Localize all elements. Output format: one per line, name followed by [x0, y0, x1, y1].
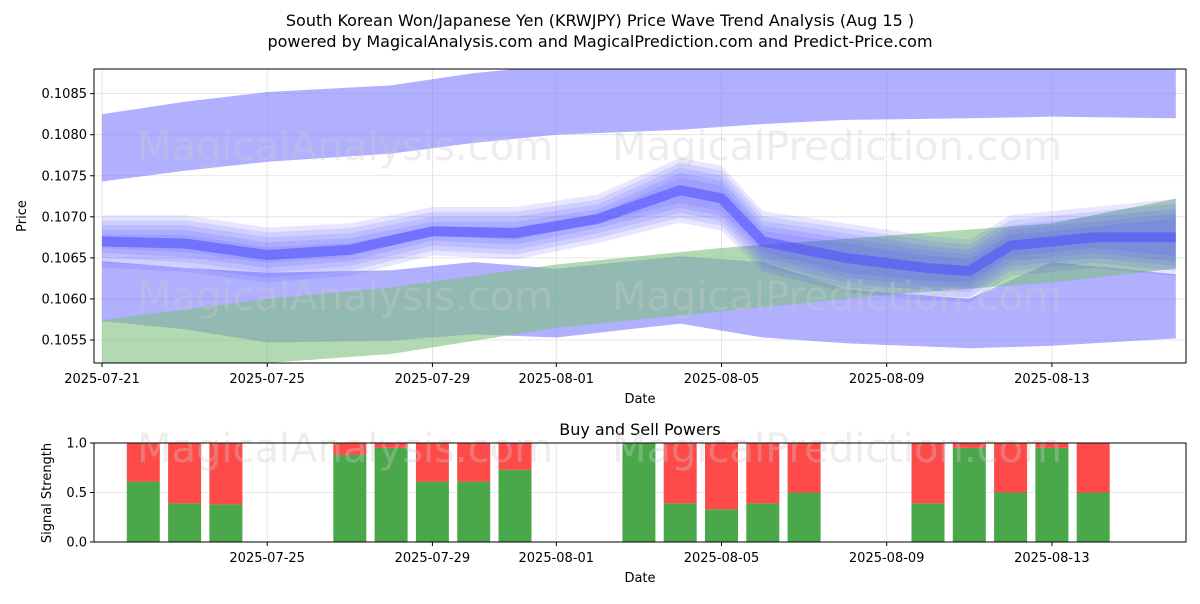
sell-bar	[415, 443, 449, 482]
signal-panel: Buy and Sell Powers MagicalAnalysis.com M…	[40, 420, 1187, 586]
buy-bar	[126, 481, 160, 542]
sell-bar	[126, 443, 160, 482]
sell-bar	[1035, 443, 1069, 448]
sell-bar	[209, 443, 243, 505]
price-x-tick-label: 2025-07-29	[395, 372, 471, 387]
price-x-tick-label: 2025-08-05	[684, 372, 760, 387]
watermark: MagicalPrediction.com	[612, 426, 1062, 472]
sell-bar	[705, 443, 738, 510]
buy-bar	[457, 481, 491, 542]
buy-bar	[374, 447, 408, 542]
chart-title: South Korean Won/Japanese Yen (KRWJPY) P…	[286, 11, 914, 30]
buy-bar	[415, 481, 449, 542]
price-band-green	[102, 198, 1176, 363]
signal-y-tick-label: 0.0	[66, 536, 87, 551]
buy-bar	[333, 454, 367, 542]
signal-x-tick-label: 2025-08-09	[849, 551, 925, 566]
signal-y-tick-label: 0.5	[66, 486, 87, 501]
price-wave-strand	[102, 177, 1176, 303]
buy-bar	[911, 503, 945, 542]
buy-bar	[994, 492, 1028, 542]
price-x-axis-label: Date	[624, 392, 655, 407]
sell-bar	[374, 443, 408, 448]
signal-y-tick-label: 1.0	[66, 437, 87, 452]
price-y-tick-label: 0.1085	[42, 87, 88, 102]
watermark: MagicalAnalysis.com	[137, 124, 553, 170]
signal-x-tick-label: 2025-08-13	[1014, 551, 1090, 566]
buy-bar	[209, 504, 243, 542]
sell-bar	[746, 443, 780, 504]
price-wave-strand	[102, 157, 1176, 283]
price-y-tick-label: 0.1070	[42, 210, 88, 225]
buy-bar	[705, 509, 738, 542]
buy-bar	[1076, 492, 1110, 542]
buy-bar	[1035, 447, 1069, 542]
signal-x-tick-label: 2025-07-29	[395, 551, 471, 566]
price-panel: MagicalAnalysis.com MagicalPrediction.com…	[15, 68, 1187, 407]
sell-bar	[168, 443, 202, 504]
price-y-axis-label: Price	[15, 200, 30, 232]
buy-bar	[746, 503, 780, 542]
signal-title: Buy and Sell Powers	[559, 420, 721, 439]
buy-bar	[952, 447, 986, 542]
price-wave-core	[101, 185, 1176, 276]
price-plot-frame	[93, 68, 1187, 364]
watermark: MagicalAnalysis.com	[137, 274, 553, 320]
sell-bar	[911, 443, 945, 504]
watermark: MagicalPrediction.com	[612, 124, 1062, 170]
buy-bar	[787, 492, 821, 542]
signal-x-tick-label: 2025-07-25	[229, 551, 305, 566]
price-y-tick-label: 0.1075	[42, 169, 88, 184]
sell-bar	[457, 443, 491, 482]
price-y-tick-label: 0.1060	[42, 292, 88, 307]
sell-bar	[787, 443, 821, 493]
chart-subtitle: powered by MagicalAnalysis.com and Magic…	[267, 32, 932, 51]
watermark: MagicalPrediction.com	[612, 274, 1062, 320]
sell-bar	[498, 443, 532, 470]
buy-bar	[498, 469, 532, 542]
price-band-blue	[102, 69, 1176, 182]
sell-bar	[952, 443, 986, 448]
watermark: MagicalAnalysis.com	[137, 426, 553, 472]
price-y-tick-label: 0.1065	[42, 251, 88, 266]
signal-x-tick-label: 2025-08-05	[684, 551, 760, 566]
price-x-tick-label: 2025-08-01	[519, 372, 595, 387]
signal-y-axis-label: Signal Strength	[40, 443, 55, 543]
signal-x-tick-label: 2025-08-01	[519, 551, 595, 566]
price-x-tick-label: 2025-07-21	[64, 372, 140, 387]
price-x-tick-label: 2025-08-09	[849, 372, 925, 387]
price-x-tick-label: 2025-08-13	[1014, 372, 1090, 387]
sell-bar	[1076, 443, 1110, 493]
sell-bar	[333, 443, 367, 455]
buy-bar	[168, 503, 202, 542]
price-y-tick-label: 0.1055	[42, 334, 88, 349]
price-wave-strand	[102, 162, 1176, 288]
price-y-tick-label: 0.1080	[42, 128, 88, 143]
price-x-tick-label: 2025-07-25	[229, 372, 305, 387]
sell-bar	[994, 443, 1028, 493]
sell-bar	[663, 443, 697, 504]
buy-bar	[663, 503, 697, 542]
buy-bar	[622, 443, 656, 542]
signal-x-axis-label: Date	[624, 571, 655, 586]
